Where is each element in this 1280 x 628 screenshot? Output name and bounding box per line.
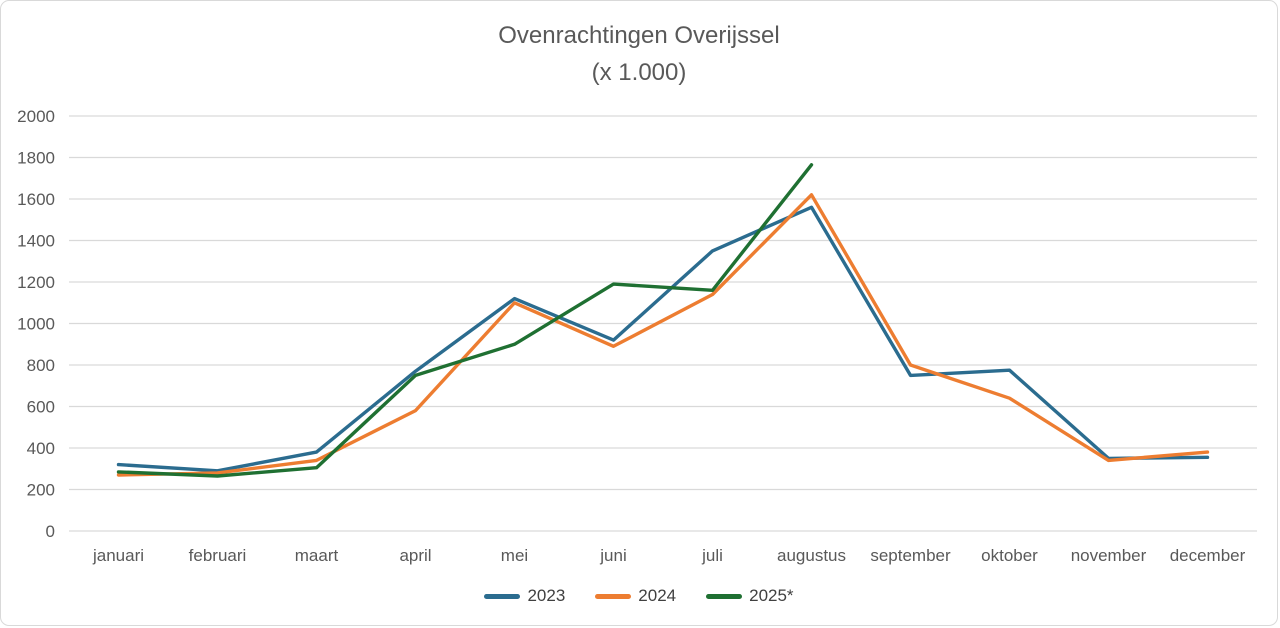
- legend-label: 2023: [527, 586, 566, 605]
- x-tick-label: april: [399, 546, 431, 565]
- x-tick-label: maart: [295, 546, 339, 565]
- legend-swatch: [706, 593, 743, 599]
- legend-swatch: [484, 593, 521, 599]
- y-tick-label: 800: [27, 356, 55, 375]
- chart-subtitle: (x 1.000): [591, 59, 687, 86]
- x-tick-label: december: [1170, 546, 1246, 565]
- series-line-2024: [116, 193, 1210, 477]
- x-tick-label: mei: [501, 546, 528, 565]
- y-tick-label: 0: [46, 522, 55, 541]
- chart-legend: 2023 2024 2025*: [1, 586, 1277, 606]
- y-tick-label: 400: [27, 439, 55, 458]
- chart-title-block: Ovenrachtingen Overijssel (x 1.000): [1, 17, 1277, 91]
- x-tick-label: juni: [599, 546, 626, 565]
- x-tick-label: november: [1071, 546, 1147, 565]
- x-tick-label: oktober: [981, 546, 1038, 565]
- y-tick-label: 1000: [17, 315, 55, 334]
- y-tick-label: 600: [27, 398, 55, 417]
- x-tick-label: februari: [189, 546, 247, 565]
- x-tick-label: september: [870, 546, 951, 565]
- legend-item-2025: 2025*: [706, 586, 794, 606]
- x-tick-label: augustus: [777, 546, 846, 565]
- y-tick-label: 2000: [17, 107, 55, 126]
- legend-label: 2025*: [749, 586, 794, 605]
- y-tick-label: 1400: [17, 232, 55, 251]
- y-tick-label: 1800: [17, 149, 55, 168]
- legend-label: 2024: [638, 586, 677, 605]
- x-tick-label: juli: [701, 546, 723, 565]
- x-tick-label: januari: [92, 546, 144, 565]
- y-tick-label: 1200: [17, 273, 55, 292]
- legend-swatch: [595, 593, 632, 599]
- series-line-2023: [116, 205, 1210, 473]
- series-line-2025: [116, 163, 814, 478]
- legend-item-2023: 2023: [484, 586, 565, 606]
- y-tick-label: 200: [27, 481, 55, 500]
- y-tick-label: 1600: [17, 190, 55, 209]
- chart-title: Ovenrachtingen Overijssel: [498, 22, 780, 49]
- legend-item-2024: 2024: [595, 586, 676, 606]
